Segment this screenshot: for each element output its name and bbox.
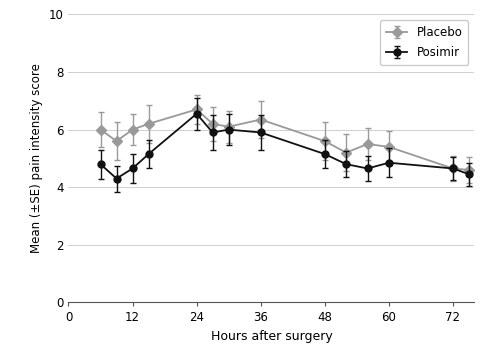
- X-axis label: Hours after surgery: Hours after surgery: [210, 330, 331, 343]
- Y-axis label: Mean (±SE) pain intensity score: Mean (±SE) pain intensity score: [30, 63, 43, 253]
- Legend: Placebo, Posimir: Placebo, Posimir: [379, 20, 468, 65]
